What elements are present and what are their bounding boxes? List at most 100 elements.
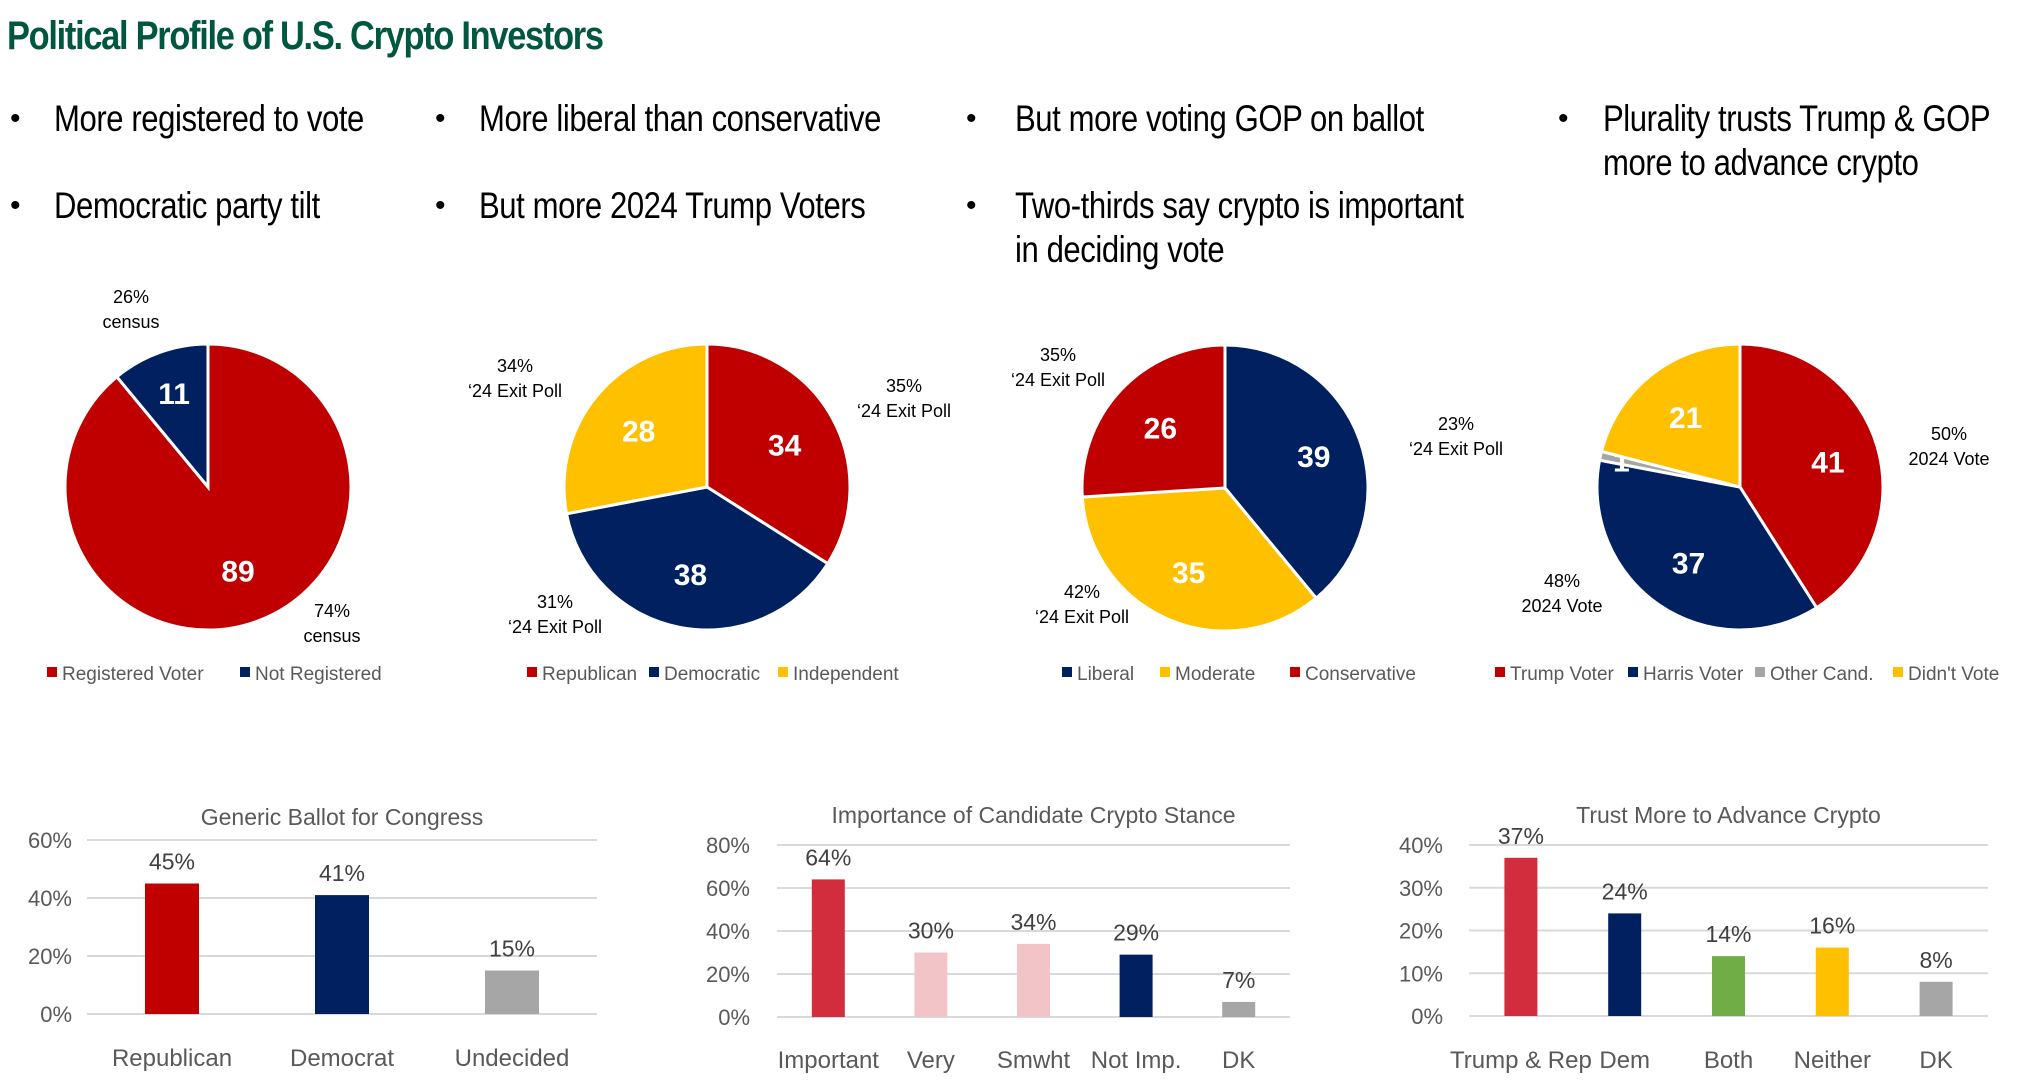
- pie-slice: [564, 485, 830, 632]
- x-category-label: DK: [1222, 1047, 1255, 1074]
- legend-swatch-icon: [1755, 667, 1765, 677]
- bar: [1504, 857, 1538, 1016]
- legend-swatch-icon: [527, 667, 537, 677]
- bar-value-label: 64%: [805, 844, 851, 870]
- page-title: Political Profile of U.S. Crypto Investo…: [7, 14, 604, 58]
- pie-benchmark-note: ‘24 Exit Poll: [1409, 439, 1503, 459]
- x-category-label: Trump & Rep: [1450, 1047, 1592, 1074]
- y-tick-label: 40%: [28, 886, 72, 911]
- x-category-label: Democrat: [290, 1045, 394, 1072]
- legend-swatch-icon: [240, 667, 250, 677]
- pie-data-label: 89: [221, 555, 254, 588]
- y-tick-label: 10%: [1399, 961, 1443, 986]
- bullet-dot-icon: •: [966, 102, 977, 135]
- bar-value-label: 15%: [489, 936, 535, 962]
- x-category-label: Dem: [1599, 1047, 1650, 1074]
- pie-benchmark-note: ‘24 Exit Poll: [1011, 370, 1105, 390]
- pie-slice: [1080, 343, 1227, 499]
- pie-slice: [114, 342, 210, 492]
- bar-value-label: 30%: [908, 918, 954, 944]
- y-tick-label: 60%: [28, 828, 72, 853]
- y-tick-label: 0%: [40, 1002, 72, 1027]
- bullet-dot-icon: •: [1558, 102, 1569, 135]
- legend-swatch-icon: [47, 667, 57, 677]
- bullet-text: But more 2024 Trump Voters: [479, 185, 866, 226]
- pie-benchmark-note: 26%: [113, 287, 149, 307]
- pie-benchmark-note: census: [102, 312, 159, 332]
- pie-data-label: 37: [1672, 548, 1705, 581]
- x-category-label: DK: [1919, 1047, 1952, 1074]
- legend-label: Didn't Vote: [1908, 664, 1999, 685]
- legend-swatch-icon: [1628, 667, 1638, 677]
- pie-benchmark-note: census: [303, 626, 360, 646]
- pie-benchmark-note: 35%: [1040, 345, 1076, 365]
- x-category-label: Both: [1704, 1047, 1753, 1074]
- legend-swatch-icon: [1495, 667, 1505, 677]
- pie-data-label: 11: [158, 378, 190, 411]
- pie-slice: [1223, 343, 1370, 601]
- legend-label: Not Registered: [255, 664, 382, 685]
- bar: [1608, 913, 1642, 1016]
- bullet-dot-icon: •: [435, 102, 446, 135]
- legend-swatch-icon: [649, 667, 659, 677]
- bar-value-label: 41%: [319, 860, 365, 886]
- x-category-label: Republican: [112, 1045, 232, 1072]
- bar: [1712, 956, 1745, 1016]
- bar: [914, 952, 948, 1017]
- bar: [811, 879, 845, 1017]
- bullet-text: But more voting GOP on ballot: [1015, 98, 1424, 139]
- pie-data-label: 21: [1669, 402, 1702, 435]
- pie-benchmark-note: 35%: [886, 376, 922, 396]
- y-tick-label: 60%: [706, 876, 750, 901]
- y-tick-label: 80%: [706, 833, 750, 858]
- legend-swatch-icon: [1160, 667, 1170, 677]
- pie-benchmark-note: ‘24 Exit Poll: [1035, 607, 1129, 627]
- bar-value-label: 14%: [1705, 921, 1751, 947]
- y-tick-label: 0%: [1411, 1004, 1443, 1029]
- bullet-text: Two-thirds say crypto is important: [1015, 185, 1464, 226]
- bar-value-label: 37%: [1498, 823, 1544, 849]
- bar-value-label: 8%: [1919, 947, 1952, 973]
- pie-benchmark-note: 2024 Vote: [1908, 449, 1989, 469]
- bullet-text: More registered to vote: [54, 98, 364, 139]
- legend-label: Conservative: [1305, 664, 1416, 685]
- legend-swatch-icon: [1062, 667, 1072, 677]
- x-category-label: Smwht: [997, 1047, 1071, 1074]
- pie-benchmark-note: 31%: [537, 592, 573, 612]
- pie-slice: [1599, 342, 1742, 489]
- legend-swatch-icon: [1893, 667, 1903, 677]
- legend-label: Other Cand.: [1770, 664, 1874, 685]
- y-tick-label: 40%: [706, 919, 750, 944]
- y-tick-label: 20%: [1399, 919, 1443, 944]
- y-tick-label: 20%: [28, 944, 72, 969]
- x-category-label: Very: [907, 1047, 955, 1074]
- chart-title: Generic Ballot for Congress: [201, 804, 484, 830]
- bullet-dot-icon: •: [10, 189, 21, 222]
- bar: [1919, 981, 1953, 1016]
- pie-benchmark-note: 48%: [1544, 571, 1580, 591]
- legend-label: Liberal: [1077, 664, 1134, 685]
- pie-benchmark-note: 42%: [1064, 582, 1100, 602]
- bar-value-label: 45%: [149, 849, 195, 875]
- bar: [1017, 943, 1050, 1017]
- pie-benchmark-note: 50%: [1931, 424, 1967, 444]
- pie-data-label: 39: [1297, 441, 1330, 474]
- pie-benchmark-note: ‘24 Exit Poll: [508, 617, 602, 637]
- pie-slice: [1595, 458, 1819, 632]
- bar: [1815, 947, 1849, 1016]
- pie-benchmark-note: 2024 Vote: [1521, 596, 1602, 616]
- pie-data-label: 38: [674, 559, 707, 592]
- pie-benchmark-note: 74%: [314, 601, 350, 621]
- chart-title: Trust More to Advance Crypto: [1576, 802, 1881, 828]
- y-tick-label: 30%: [1399, 876, 1443, 901]
- bar: [315, 895, 369, 1014]
- bar: [145, 883, 199, 1014]
- pie-benchmark-note: 34%: [497, 356, 533, 376]
- bullet-dot-icon: •: [10, 102, 21, 135]
- pie-data-label: 26: [1144, 412, 1177, 445]
- bullet-text: more to advance crypto: [1603, 142, 1919, 183]
- legend-label: Trump Voter: [1510, 664, 1615, 685]
- bar: [1119, 954, 1153, 1017]
- bullet-dot-icon: •: [435, 189, 446, 222]
